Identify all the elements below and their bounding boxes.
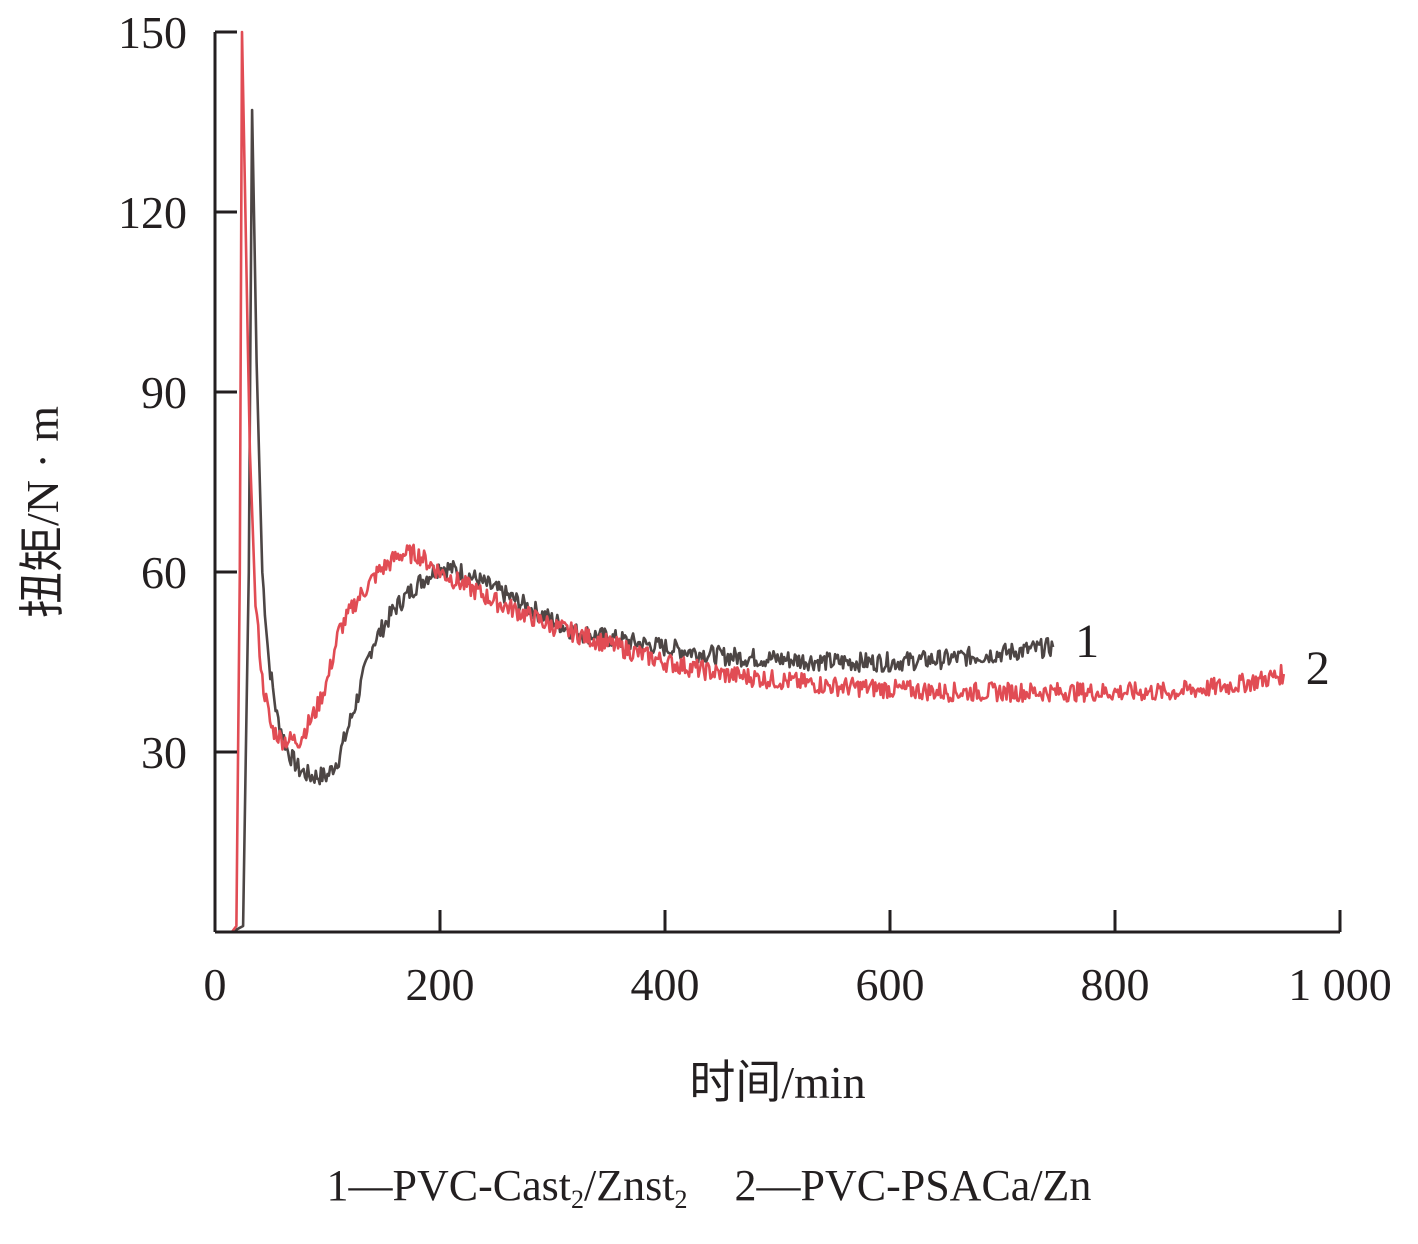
x-tick-label: 0 — [204, 959, 227, 1010]
torque-chart: 0 200 400 600 800 1 000 30 60 90 120 150 时间/min 扭矩… — [17, 7, 1392, 1108]
series-1-label: 1 — [1075, 615, 1099, 668]
axes — [213, 32, 1340, 934]
legend-item-1-mid: /Znst — [584, 1161, 675, 1210]
legend-item-1-prefix: 1—PVC-Cast — [326, 1161, 572, 1210]
x-tick-label: 400 — [631, 959, 700, 1010]
legend-item-1-sub-2: 2 — [674, 1185, 688, 1214]
legend: 1—PVC-Cast2/Znst2 2—PVC-PSACa/Zn — [0, 1160, 1418, 1215]
ticks: 0 200 400 600 800 1 000 30 60 90 120 150 — [118, 7, 1392, 1010]
series-layer — [215, 30, 1286, 934]
series-2-label: 2 — [1306, 642, 1330, 695]
x-tick-label: 200 — [406, 959, 475, 1010]
x-tick-label: 1 000 — [1288, 959, 1392, 1010]
legend-item-1: 1—PVC-Cast2/Znst2 — [327, 1160, 688, 1215]
x-tick-label: 800 — [1081, 959, 1150, 1010]
legend-item-2: 2—PVC-PSACa/Zn — [734, 1161, 1092, 1210]
series-2-line — [215, 30, 1286, 934]
x-tick-label: 600 — [856, 959, 925, 1010]
y-tick-label: 30 — [141, 727, 187, 778]
y-tick-label: 150 — [118, 7, 187, 58]
y-tick-label: 60 — [141, 547, 187, 598]
legend-item-1-sub-1: 2 — [571, 1185, 585, 1214]
y-tick-label: 120 — [118, 187, 187, 238]
x-axis-title: 时间/min — [689, 1057, 865, 1108]
y-tick-label: 90 — [141, 367, 187, 418]
series-1-line — [215, 108, 1055, 934]
y-axis-title: 扭矩/N · m — [17, 406, 68, 618]
